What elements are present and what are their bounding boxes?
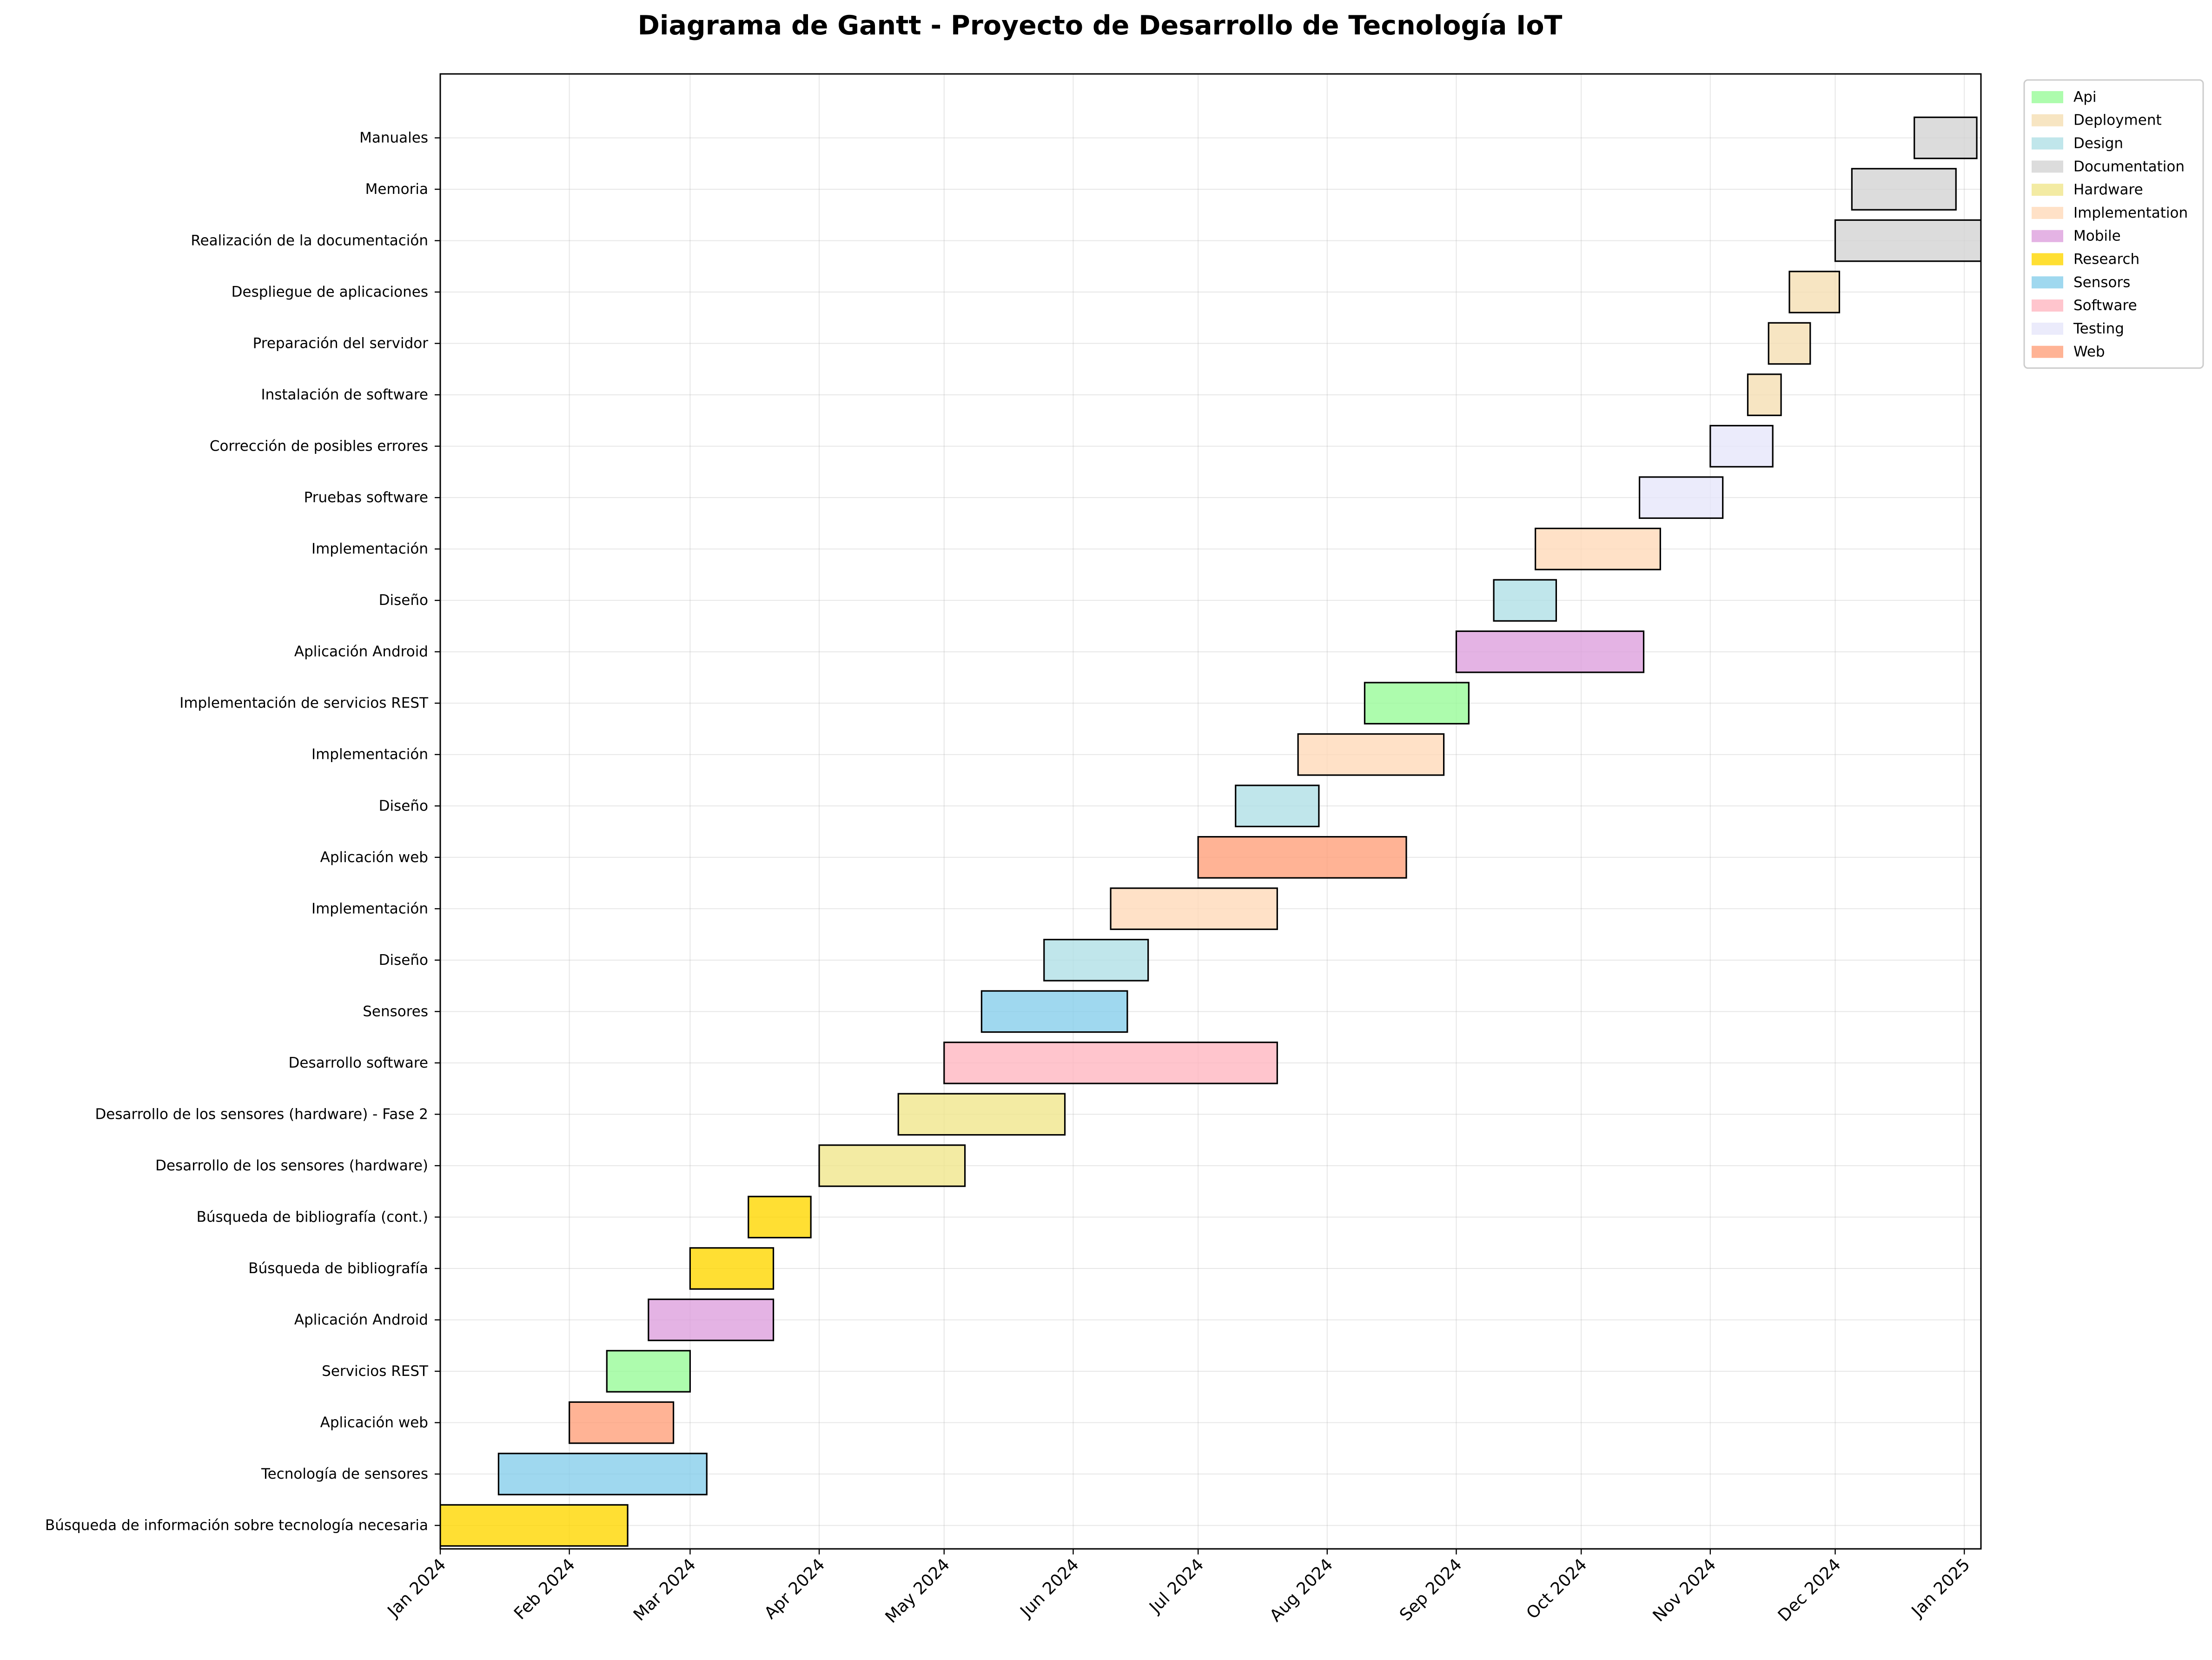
y-tick-label: Corrección de posibles errores [210, 438, 428, 455]
task-bar [569, 1401, 675, 1444]
y-tick-label: Búsqueda de información sobre tecnología… [45, 1517, 428, 1534]
legend-label: Design [2073, 135, 2123, 152]
y-tick-label: Diseño [379, 592, 428, 609]
task-bar [606, 1350, 691, 1393]
legend-label: Sensors [2073, 274, 2130, 291]
y-axis: Búsqueda de información sobre tecnología… [45, 129, 440, 1534]
legend-swatch [2032, 160, 2063, 173]
y-tick-label: Implementación de servicios REST [179, 695, 429, 711]
task-bar [1788, 271, 1841, 313]
y-tick-label: Implementación [311, 746, 428, 763]
task-bar [1043, 939, 1149, 982]
y-tick-label: Aplicación web [320, 1414, 428, 1431]
task-bar [689, 1247, 775, 1290]
legend-label: Hardware [2073, 181, 2143, 198]
task-bar [1834, 219, 1981, 262]
task-bar [1747, 373, 1782, 416]
legend-label: Testing [2073, 320, 2124, 337]
legend-label: Mobile [2073, 228, 2121, 245]
legend-swatch [2032, 114, 2063, 126]
y-tick-label: Sensores [363, 1003, 428, 1020]
legend-swatch [2032, 276, 2063, 289]
task-bar [1709, 425, 1774, 468]
legend-label: Api [2073, 89, 2097, 106]
legend-label: Software [2073, 297, 2137, 314]
task-bar [1535, 527, 1661, 571]
legend-swatch [2032, 299, 2063, 312]
task-bar [1851, 168, 1957, 211]
y-tick-label: Aplicación Android [294, 1311, 428, 1328]
legend-label: Web [2073, 344, 2105, 360]
y-tick-label: Implementación [311, 541, 428, 558]
legend-swatch [2032, 206, 2063, 219]
y-tick-label: Servicios REST [322, 1363, 429, 1380]
task-bar [980, 990, 1128, 1033]
task-bar [1493, 579, 1557, 622]
legend: Api Deployment Design Documentation Hardware… [2023, 79, 2204, 369]
y-tick-label: Desarrollo software [289, 1055, 429, 1071]
y-tick-label: Pruebas software [304, 489, 428, 506]
y-tick-label: Aplicación web [320, 849, 428, 866]
y-tick-label: Preparación del servidor [253, 335, 429, 352]
y-tick-label: Manuales [359, 129, 428, 146]
task-bar [1235, 784, 1320, 828]
y-tick-label: Búsqueda de bibliografía (cont.) [197, 1208, 428, 1225]
legend-label: Documentation [2073, 158, 2185, 175]
task-bar [1638, 476, 1724, 519]
task-bar [818, 1144, 966, 1187]
legend-swatch [2032, 322, 2063, 335]
task-bar [1364, 682, 1470, 725]
y-tick-label: Instalación de software [261, 386, 428, 403]
task-bar [1197, 836, 1407, 879]
legend-label: Implementation [2073, 205, 2188, 221]
bars [440, 116, 1981, 1547]
task-bar [1914, 116, 1978, 159]
task-bar [497, 1453, 708, 1495]
legend-box [2023, 79, 2204, 369]
task-bar [1768, 322, 1811, 365]
y-tick-label: Diseño [379, 952, 428, 969]
chart-title: Diagrama de Gantt - Proyecto de Desarrol… [638, 10, 1563, 41]
legend-swatch [2032, 137, 2063, 150]
task-bar [748, 1195, 812, 1239]
legend-swatch [2032, 345, 2063, 358]
legend-swatch [2032, 184, 2063, 196]
task-bar [648, 1298, 775, 1341]
legend-label: Research [2073, 251, 2139, 268]
y-tick-label: Desarrollo de los sensores (hardware) [155, 1157, 428, 1174]
task-bar [943, 1042, 1278, 1084]
legend-label: Deployment [2073, 112, 2162, 129]
y-tick-label: Realización de la documentación [191, 232, 428, 249]
plot-frame [439, 73, 1982, 1550]
legend-swatch [2032, 253, 2063, 266]
y-tick-label: Búsqueda de bibliografía [248, 1260, 428, 1277]
task-bar [1455, 630, 1645, 673]
legend-swatch [2032, 91, 2063, 103]
task-bar [440, 1504, 629, 1547]
y-tick-label: Diseño [379, 797, 428, 814]
y-tick-label: Tecnología de sensores [261, 1466, 428, 1482]
task-bar [1297, 733, 1445, 776]
task-bar [1110, 887, 1278, 930]
y-tick-label: Implementación [311, 900, 428, 917]
task-bar [897, 1093, 1066, 1136]
legend-swatch [2032, 230, 2063, 242]
y-tick-label: Memoria [365, 181, 428, 198]
y-tick-label: Aplicación Android [294, 644, 428, 660]
y-tick-label: Despliegue de aplicaciones [232, 284, 428, 300]
y-tick-label: Desarrollo de los sensores (hardware) - … [95, 1106, 428, 1122]
